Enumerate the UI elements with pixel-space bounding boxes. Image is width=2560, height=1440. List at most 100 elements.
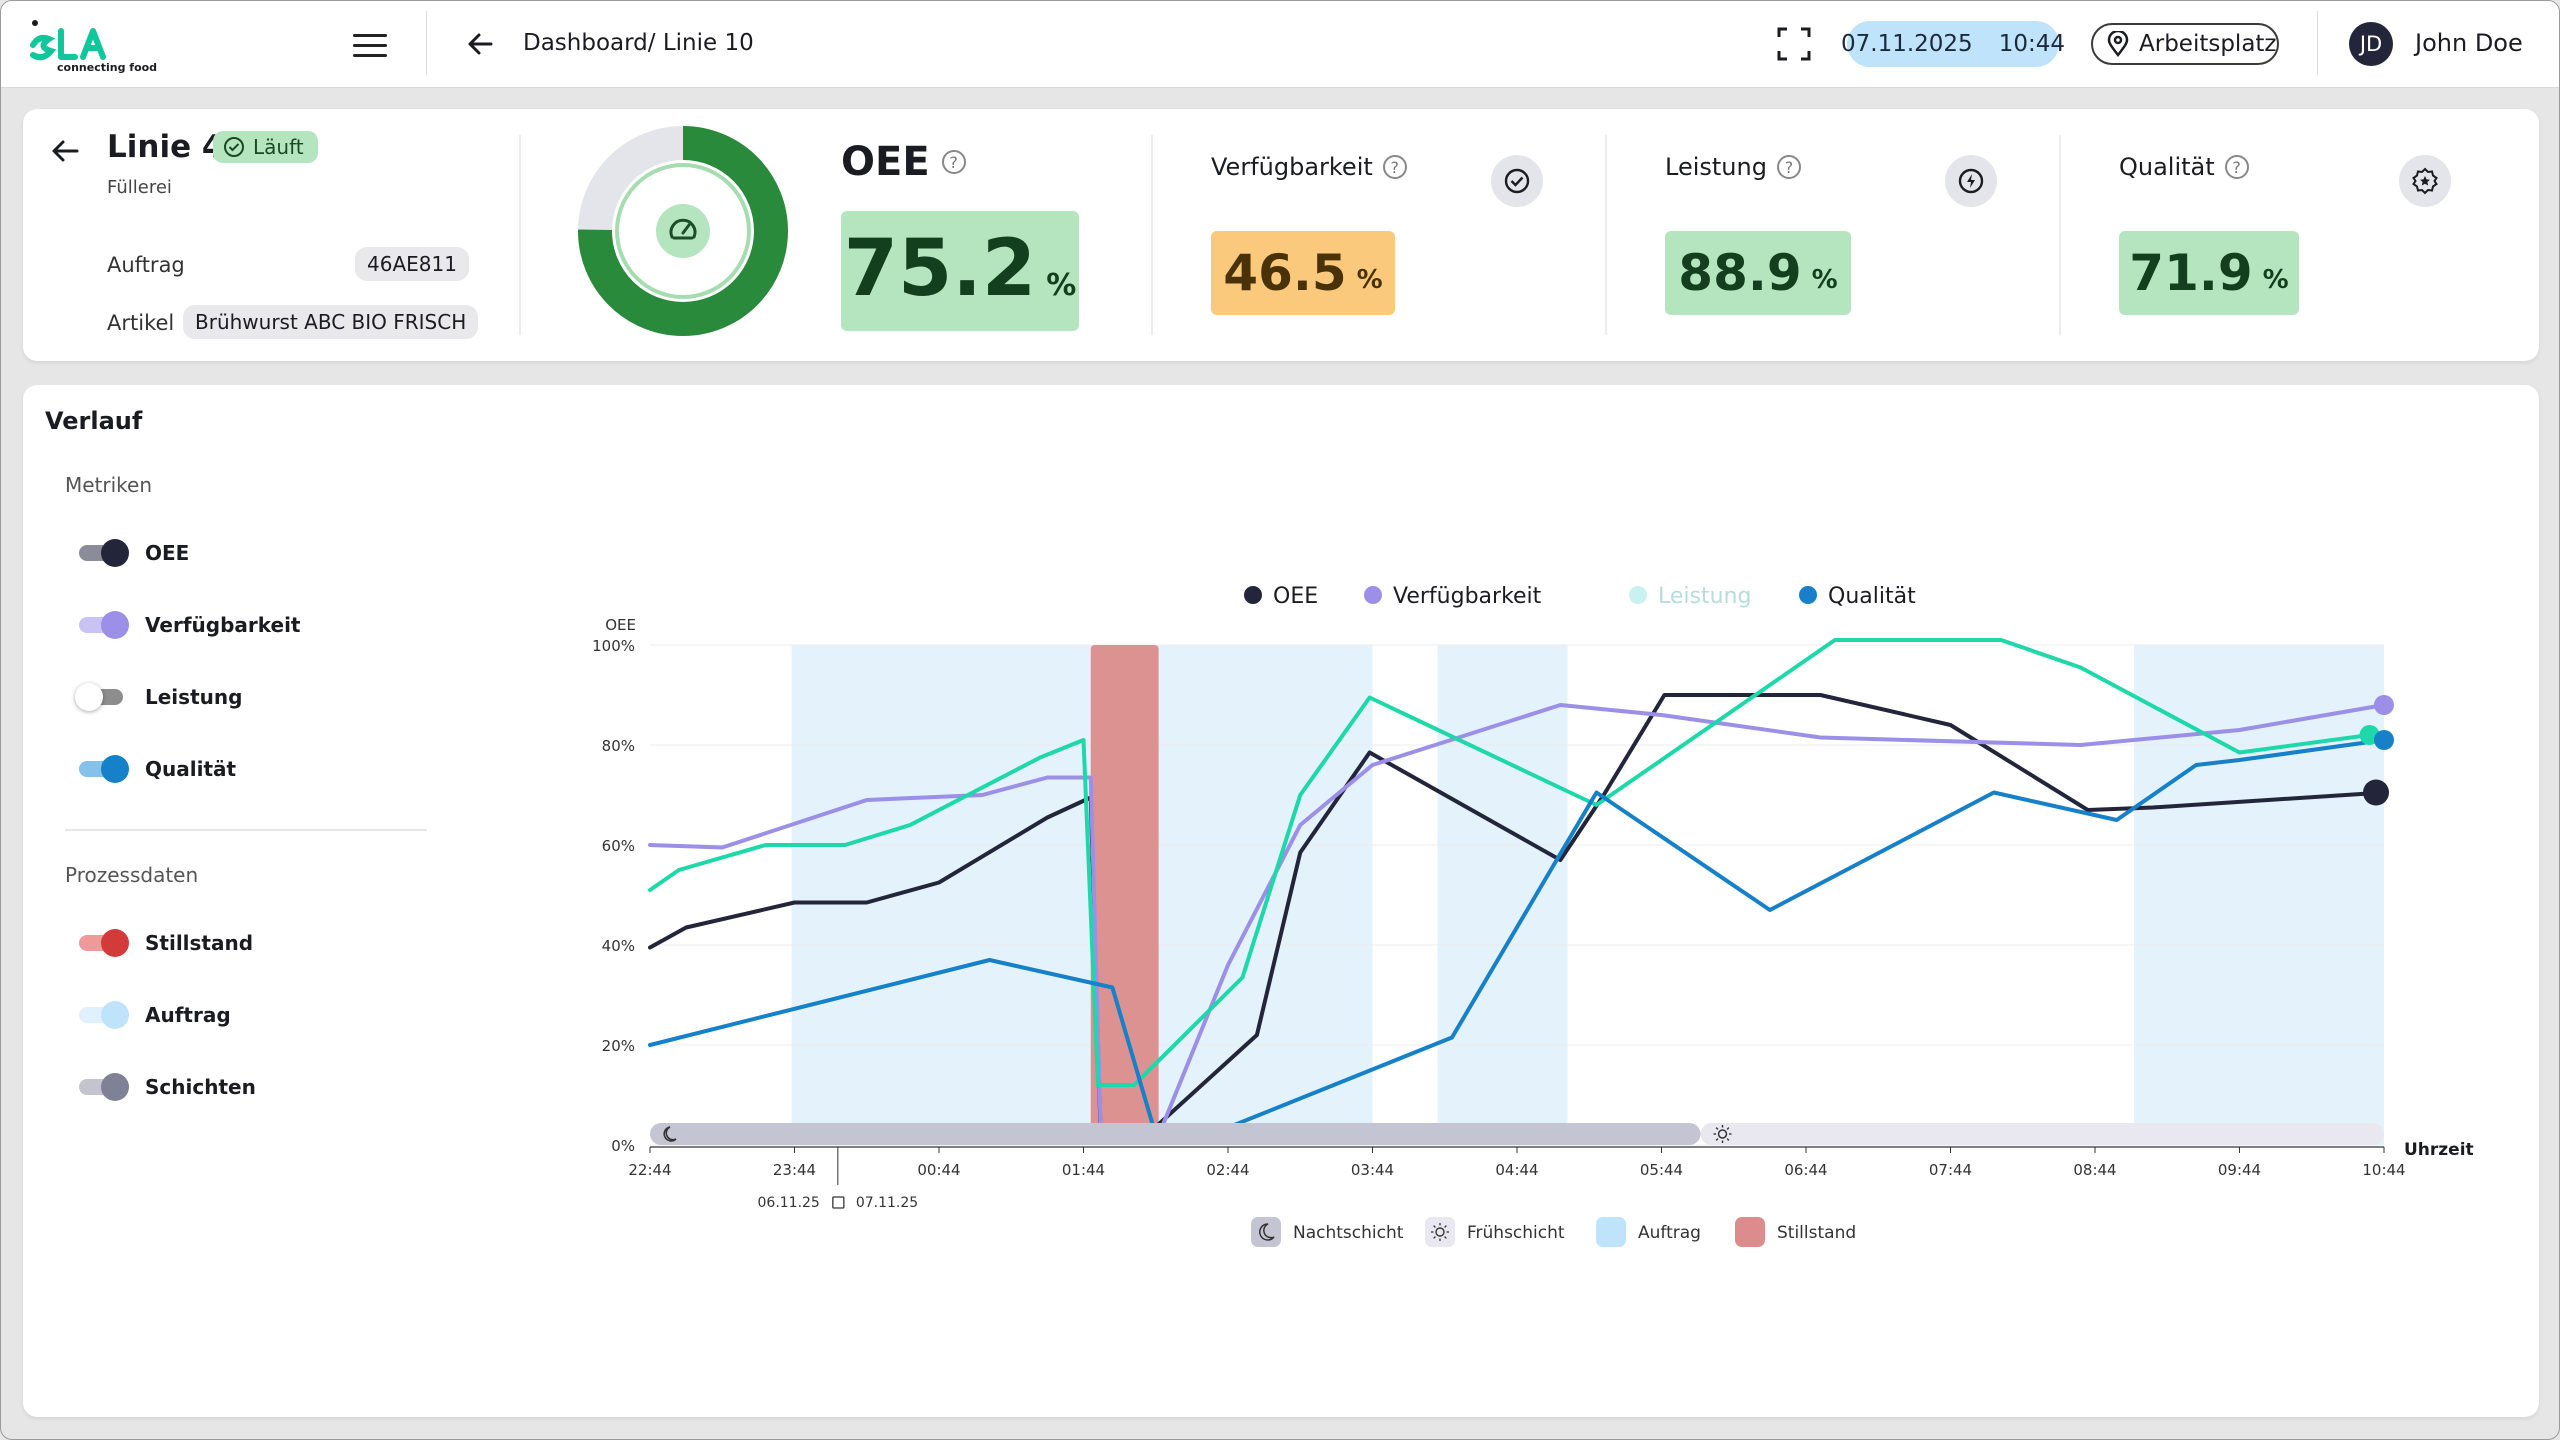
toggle-label: Qualität (145, 757, 237, 781)
order-band (1437, 645, 1568, 1145)
lightning-icon[interactable] (1945, 155, 1997, 207)
legend-marker[interactable] (1799, 586, 1817, 604)
date-time-chip[interactable]: 07.11.2025 10:44 (1841, 21, 2065, 67)
toggle-switch[interactable] (75, 679, 127, 715)
location-button[interactable]: Arbeitsplatz (2091, 23, 2279, 65)
date-label: 07.11.2025 (1841, 31, 1973, 57)
help-icon[interactable]: ? (2224, 155, 2249, 179)
header-divider (2317, 11, 2318, 75)
legend-item[interactable]: OEE (1273, 584, 1318, 609)
legend-item[interactable]: Verfügbarkeit (1393, 584, 1542, 609)
metric-value: 46.5 (1223, 244, 1347, 302)
metrics-group-label: Metriken (65, 473, 153, 497)
x-tick-label: 07:44 (1929, 1161, 1972, 1179)
series-line-verf-gbarkeit[interactable] (648, 703, 2386, 1145)
avatar[interactable]: JD (2349, 22, 2393, 66)
back-arrow-icon[interactable] (461, 23, 503, 65)
help-icon[interactable]: ? (941, 150, 966, 174)
series-line-qualit-t[interactable] (648, 738, 2386, 1137)
metric-value: 88.9 (1678, 244, 1802, 302)
breadcrumb[interactable]: Dashboard/ Linie 10 (523, 30, 754, 56)
series-line-leistung[interactable] (648, 638, 2372, 1087)
help-icon[interactable]: ? (1776, 155, 1801, 179)
x-tick-label: 23:44 (773, 1161, 816, 1179)
metric-value-performance: 88.9 % (1665, 231, 1851, 315)
sun-ray (1433, 1236, 1436, 1239)
user-name[interactable]: John Doe (2415, 29, 2523, 57)
y-tick-label: 60% (602, 837, 635, 855)
toggle-switch[interactable] (79, 925, 129, 961)
order-band (791, 645, 1373, 1145)
toggle-switch[interactable] (79, 535, 129, 571)
menu-icon[interactable] (353, 29, 387, 59)
process-toggle-auftrag[interactable]: Auftrag (79, 997, 231, 1033)
process-toggle-stillstand[interactable]: Stillstand (79, 925, 253, 961)
series-line-oee[interactable] (648, 693, 2386, 1142)
series-end-point[interactable] (2374, 730, 2394, 750)
process-group-label: Prozessdaten (65, 863, 199, 887)
series-end-point[interactable] (2363, 779, 2389, 806)
shift-bar-frueh[interactable] (1700, 1123, 2384, 1145)
metric-toggle-leistung[interactable]: Leistung (75, 679, 242, 715)
legend-marker[interactable] (1364, 586, 1382, 604)
legend-item[interactable]: Leistung (1658, 584, 1751, 609)
article-label: Artikel (107, 311, 175, 335)
oee-label: OEE (841, 139, 930, 185)
speedometer-icon (669, 218, 697, 240)
x-tick-label: 03:44 (1351, 1161, 1394, 1179)
metric-title-availability: Verfügbarkeit ? (1211, 153, 1407, 181)
line-title: Linie 4 (107, 129, 224, 165)
shift-bar-nacht[interactable] (650, 1123, 1701, 1145)
legend-marker[interactable] (1629, 586, 1647, 604)
oee-value-box: 75.2 % (841, 211, 1079, 331)
metric-title-quality: Qualität ? (2119, 153, 2249, 181)
line-area: Füllerei (107, 177, 172, 198)
order-value: 46AE811 (355, 247, 469, 281)
bottom-legend-label: Stillstand (1777, 1223, 1856, 1243)
y-tick-label: 40% (602, 937, 635, 955)
toggle-label: Stillstand (145, 931, 254, 955)
toggle-switch[interactable] (79, 1069, 129, 1105)
bottom-legend-label: Auftrag (1638, 1223, 1701, 1243)
metric-unit: % (2262, 265, 2289, 295)
toggle-switch[interactable] (79, 607, 129, 643)
date-left-label: 06.11.25 (758, 1195, 820, 1211)
toggle-switch[interactable] (79, 751, 129, 787)
calendar-icon (832, 1196, 845, 1209)
back-arrow-icon[interactable] (47, 131, 87, 171)
bottom-legend-label: Nachtschicht (1293, 1223, 1404, 1243)
article-value: Brühwurst ABC BIO FRISCH (183, 305, 479, 339)
series-end-point[interactable] (2374, 695, 2394, 715)
toggle-switch[interactable] (79, 997, 129, 1033)
metric-toggle-qualit-t[interactable]: Qualität (79, 751, 236, 787)
bottom-legend-swatch (1425, 1217, 1455, 1247)
oee-gauge (578, 126, 788, 336)
oee-value: 75.2 (843, 224, 1037, 314)
x-axis-label: Uhrzeit (2404, 1140, 2474, 1160)
help-icon[interactable]: ? (1382, 155, 1407, 179)
sla-logo[interactable]: connecting food (29, 17, 159, 73)
metric-toggle-verf-gbarkeit[interactable]: Verfügbarkeit (79, 607, 301, 643)
metric-toggle-oee[interactable]: OEE (79, 535, 189, 571)
check-circle-icon (224, 137, 244, 157)
history-chart[interactable]: 0% 20% 40% 60% 80% 100% OEE 22:44 23:44 00:44 01:4… (563, 495, 2503, 1375)
divider (1605, 135, 1607, 335)
legend-marker[interactable] (1244, 586, 1262, 604)
check-circle-icon[interactable] (1491, 155, 1543, 207)
divider (1151, 135, 1153, 335)
legend-item[interactable]: Qualität (1828, 584, 1916, 609)
process-toggle-schichten[interactable]: Schichten (79, 1069, 256, 1105)
y-axis-label: OEE (605, 616, 636, 634)
divider (519, 135, 521, 335)
top-bar: connecting food Dashboard/ Linie 10 07.1… (1, 1, 2559, 88)
star-badge-icon[interactable] (2399, 155, 2451, 207)
line-summary-card: Linie 4 Läuft Füllerei Auftrag 46AE811 A… (23, 109, 2539, 361)
time-label: 10:44 (1998, 31, 2065, 57)
metric-unit: % (1811, 265, 1838, 295)
stillstand-band (1090, 645, 1159, 1145)
x-tick-label: 08:44 (2073, 1161, 2116, 1179)
divider (65, 829, 427, 831)
fullscreen-icon[interactable] (1775, 25, 1813, 63)
sun-ray (1444, 1225, 1447, 1228)
x-tick-label: 10:44 (2362, 1161, 2405, 1179)
